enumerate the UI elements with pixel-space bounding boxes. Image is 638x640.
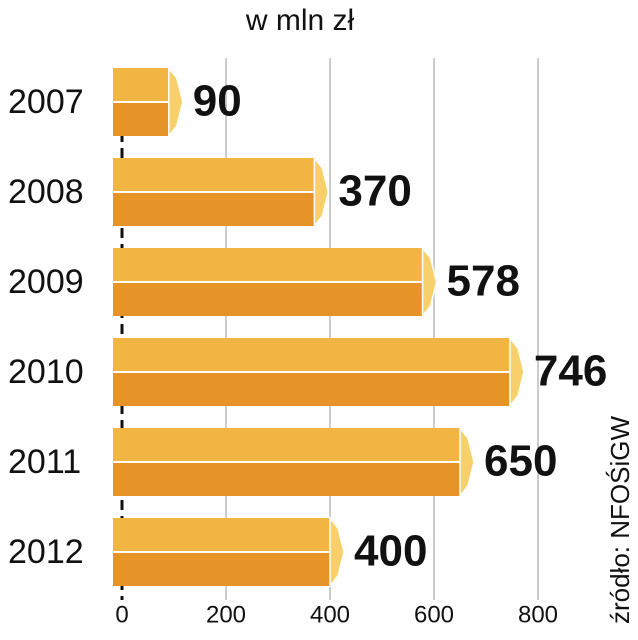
y-tick-label: 2012	[8, 533, 84, 571]
bar-top	[113, 428, 460, 462]
value-label: 400	[354, 527, 427, 576]
x-tick-label: 200	[206, 601, 246, 628]
bar-bottom	[113, 552, 330, 586]
value-label: 90	[193, 77, 242, 126]
bar-cap	[459, 425, 475, 499]
bar-top	[113, 68, 169, 102]
value-label: 370	[338, 167, 411, 216]
x-tick-label: 0	[115, 601, 128, 628]
bar-top	[113, 338, 510, 372]
bar-cap	[313, 155, 330, 229]
chart-title: w mln zł	[245, 4, 355, 37]
y-tick-label: 2011	[8, 443, 81, 481]
value-label: 746	[534, 347, 607, 396]
y-tick-label: 2007	[8, 83, 84, 121]
y-tick-label: 2010	[8, 353, 84, 391]
bar-cap	[509, 335, 525, 409]
bar-top	[113, 518, 330, 552]
value-label: 578	[447, 257, 520, 306]
bar-bottom	[113, 282, 423, 316]
bar-bottom	[113, 192, 315, 226]
y-tick-label: 2008	[8, 173, 84, 211]
source: źródło: NFOŚiGW	[605, 416, 635, 624]
bar-top	[113, 248, 423, 282]
bar-cap	[421, 245, 438, 319]
x-tick-label: 600	[414, 601, 454, 628]
y-tick-label: 2009	[8, 263, 84, 301]
bar-bottom	[113, 102, 169, 136]
value-label: 650	[484, 437, 557, 486]
x-tick-label: 400	[310, 601, 350, 628]
bar-top	[113, 158, 315, 192]
bar-cap	[168, 65, 184, 139]
x-tick-label: 800	[518, 601, 558, 628]
bar-cap	[329, 515, 345, 589]
bar-bottom	[113, 462, 460, 496]
bar-bottom	[113, 372, 510, 406]
